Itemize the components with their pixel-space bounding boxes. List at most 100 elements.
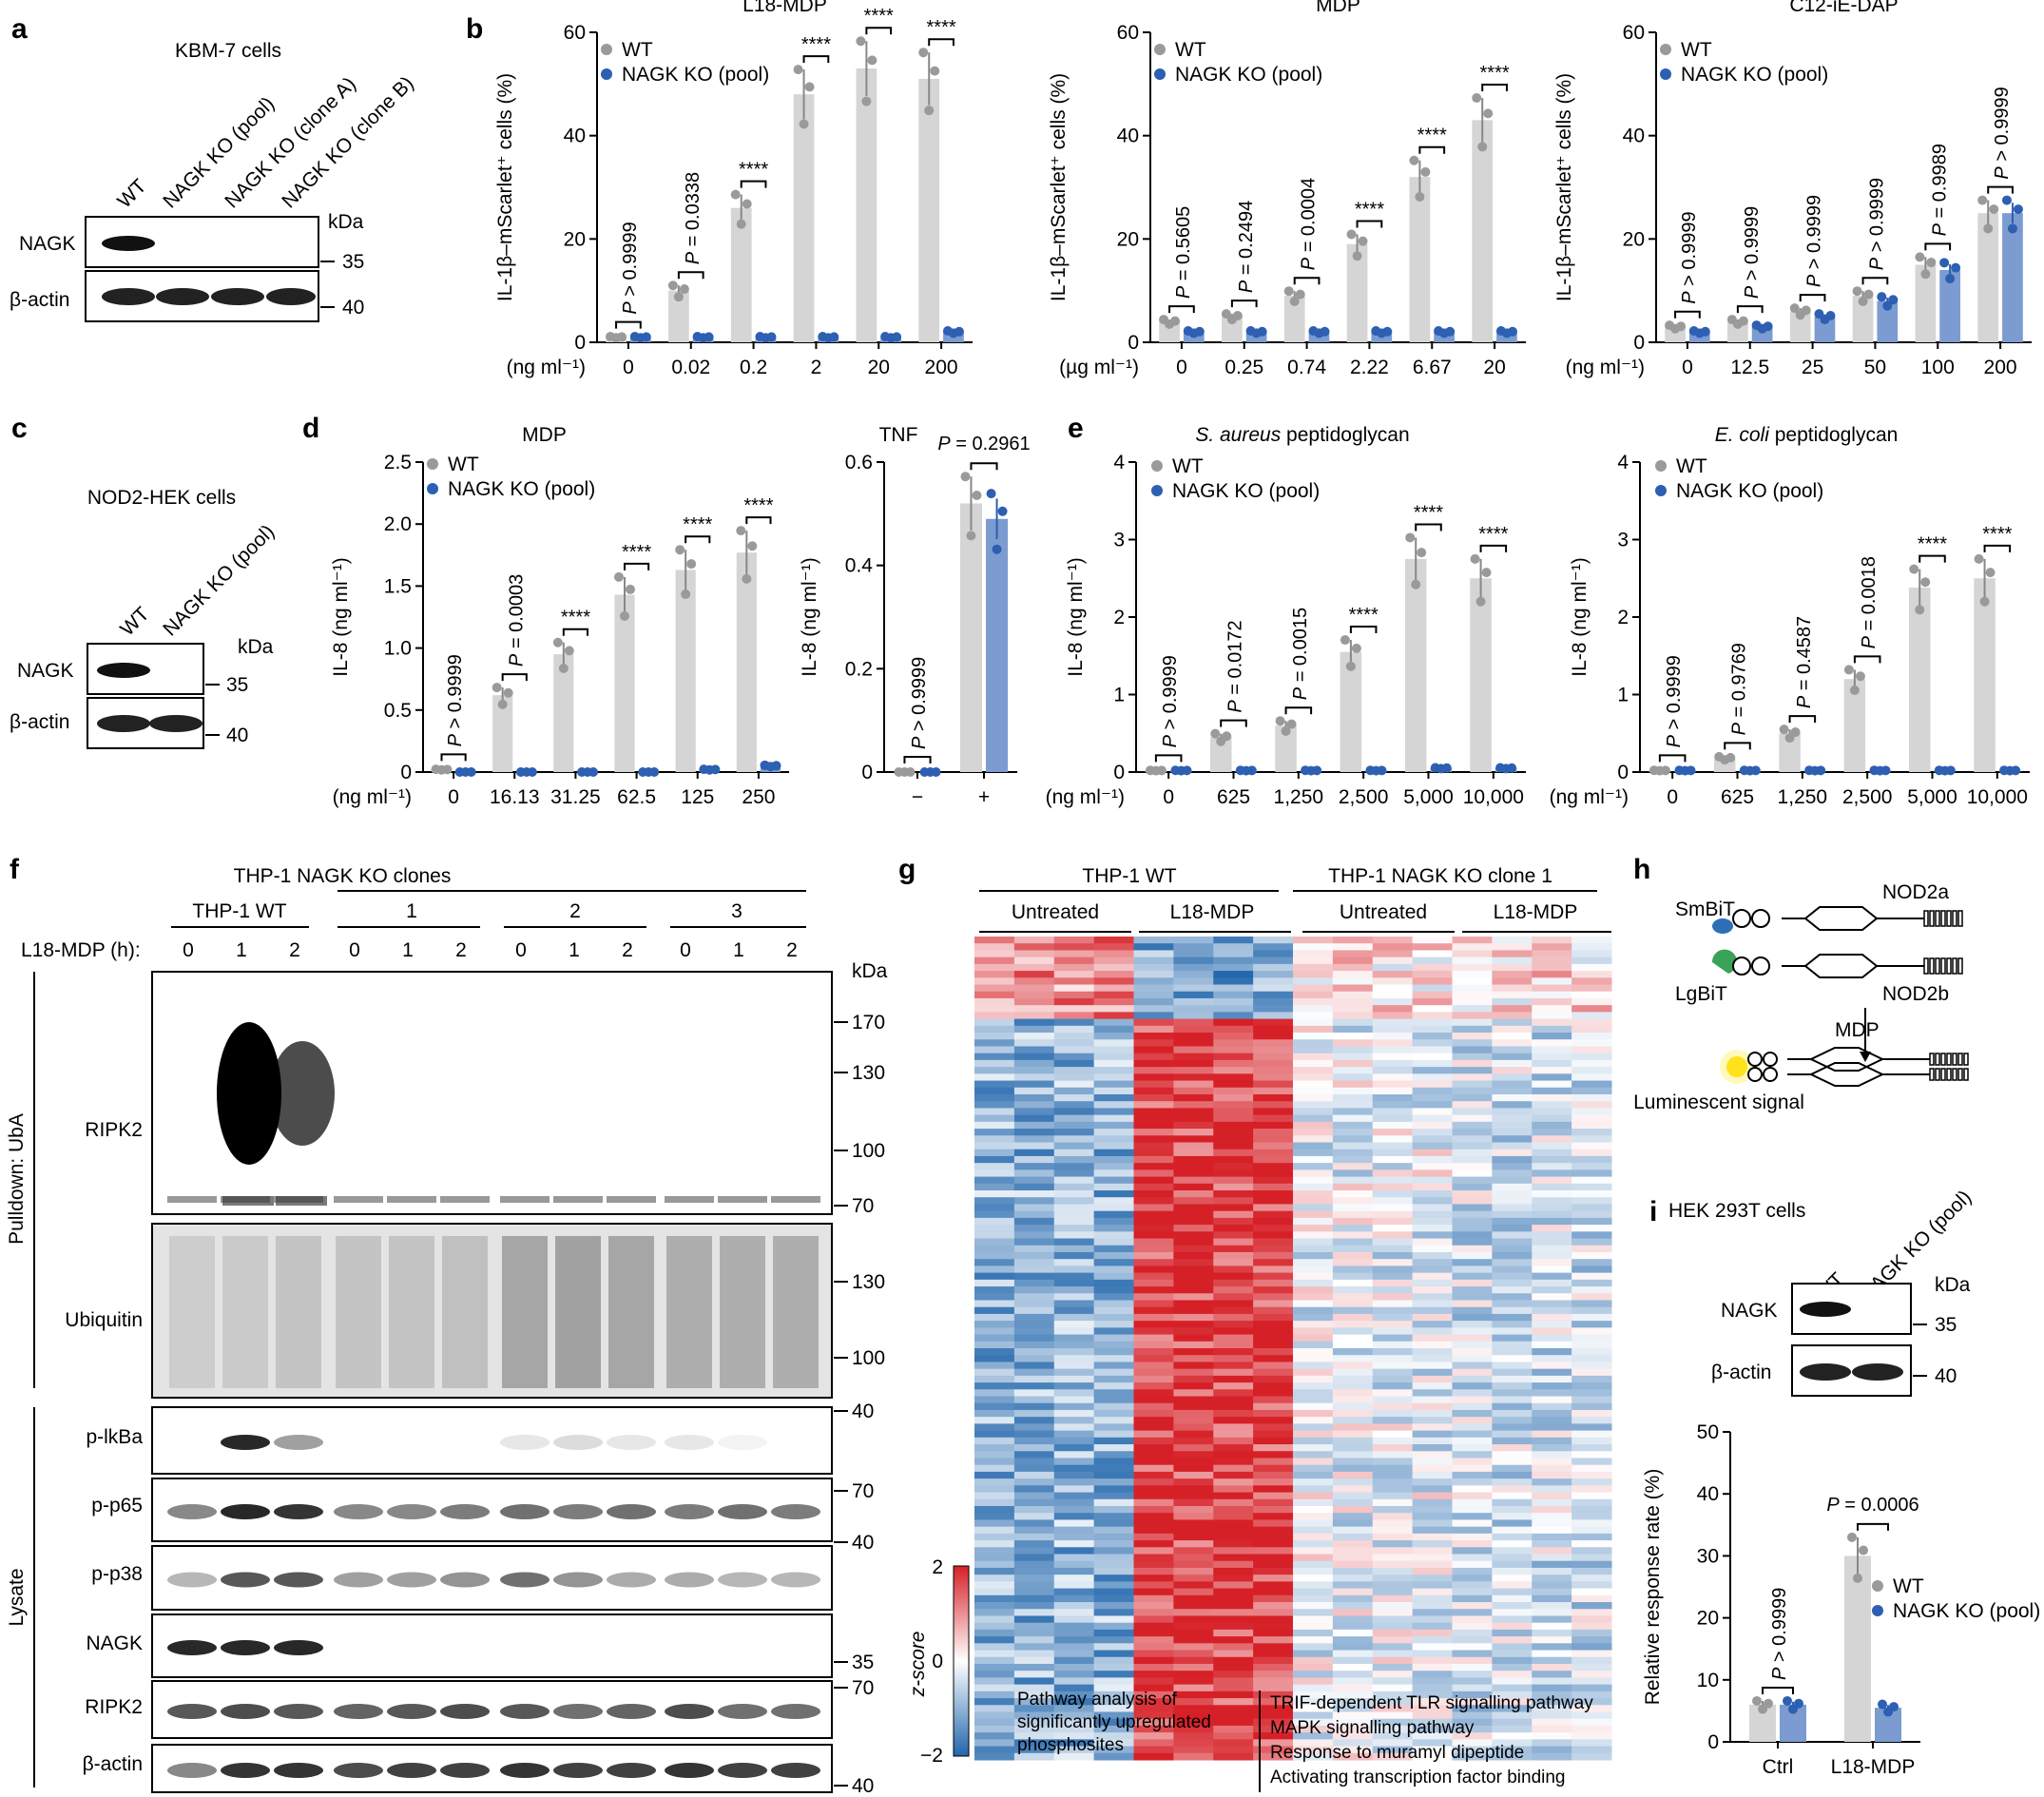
heatmap-cell (1452, 1663, 1493, 1671)
heatmap-cell (1133, 1389, 1174, 1398)
heatmap-cell (1372, 1251, 1414, 1260)
heatmap-cell (1452, 1711, 1493, 1720)
heatmap-cell (1293, 1245, 1334, 1253)
data-point-ko (2007, 223, 2017, 234)
heatmap-cell (1412, 1129, 1453, 1136)
heatmap-cell (1253, 1629, 1294, 1637)
heatmap-cell (1253, 1306, 1294, 1315)
heatmap-cell (1253, 1108, 1294, 1116)
blot-band (334, 1704, 383, 1719)
heatmap-cell (1013, 1656, 1055, 1665)
heatmap-cell (1572, 1691, 1612, 1699)
blot-band (387, 1704, 436, 1719)
blot-band (718, 1763, 767, 1778)
p-value-label: P = 0.0338 (683, 172, 704, 264)
heatmap-cell (1013, 1643, 1055, 1652)
heatmap-cell (1293, 943, 1334, 951)
y-tick-label: 40 (1117, 126, 1139, 147)
data-point-ko (1816, 765, 1826, 776)
heatmap-cell (1293, 991, 1334, 999)
heatmap-cell (1053, 1108, 1095, 1116)
heatmap-cell (1053, 1183, 1095, 1191)
heatmap-cell (1093, 1643, 1134, 1652)
heatmap-cell (1173, 1684, 1214, 1692)
heatmap-cell (1332, 1636, 1374, 1644)
heatmap-cell (1013, 1464, 1055, 1473)
heatmap-cell (1572, 1526, 1612, 1535)
p-rest: = 0.2961 (951, 434, 1031, 454)
heatmap-cell (1492, 1560, 1533, 1569)
heatmap-cell (1213, 1225, 1254, 1232)
heatmap-cell (1532, 1650, 1572, 1658)
heatmap-cell (1532, 1382, 1572, 1390)
heatmap-cell (1412, 1540, 1453, 1548)
heatmap-cell (1173, 1725, 1214, 1733)
heatmap-cell (1332, 1231, 1374, 1240)
marker-label: 100 (852, 1347, 885, 1369)
heatmap-cell (1532, 1059, 1572, 1068)
heatmap-cell (1053, 1498, 1095, 1507)
heatmap-cell (1013, 1485, 1055, 1494)
heatmap-cell (1093, 1306, 1134, 1315)
heatmap-cell (974, 1334, 1015, 1343)
heatmap-cell (1452, 1183, 1493, 1191)
heatmap-cell (1173, 1739, 1214, 1748)
heatmap-cell (1293, 1554, 1334, 1562)
significance-bracket (745, 516, 772, 525)
heatmap-cell (1053, 1093, 1095, 1102)
heatmap-cell (1492, 1142, 1533, 1150)
y-tick-label: 0 (1707, 1731, 1719, 1753)
heatmap-cell (1452, 1108, 1493, 1116)
x-tick-label: 6.67 (1413, 357, 1452, 378)
heatmap-cell (1053, 1718, 1095, 1727)
heatmap-cell (1532, 1259, 1572, 1266)
heatmap-cell (1173, 1691, 1214, 1699)
heatmap-cell (1213, 950, 1254, 958)
bar-wt (1209, 737, 1232, 772)
heatmap-cell (1053, 1114, 1095, 1123)
heatmap-cell (1213, 1142, 1254, 1150)
heatmap-cell (1053, 1197, 1095, 1205)
blot-i-kda: kDa (1935, 1274, 1971, 1296)
heatmap-cell (1013, 1087, 1055, 1095)
heatmap-cell (1572, 1451, 1612, 1459)
heatmap-cell (1572, 1671, 1612, 1678)
heatmap-cell (1492, 991, 1533, 999)
x-unit-label: (ng ml⁻¹) (507, 357, 586, 378)
heatmap-cell (1492, 1313, 1533, 1322)
legend-ko-label: NAGK KO (pool) (1681, 64, 1828, 86)
blot-a-lane-label: WT (113, 175, 150, 212)
heatmap-cell (1253, 1300, 1294, 1308)
y-tick-label: 0.4 (845, 555, 874, 577)
heatmap-cell (1372, 1266, 1414, 1274)
heatmap-cell (1332, 963, 1374, 972)
y-tick-label: 0.5 (384, 700, 412, 722)
blot-band (718, 1196, 767, 1203)
bar-ko (986, 518, 1009, 772)
blot-band (156, 288, 209, 305)
heatmap-cell (1093, 1033, 1134, 1040)
y-tick-label: 60 (1623, 22, 1645, 44)
heatmap-cell (1173, 1417, 1214, 1424)
heatmap-cell (1013, 1279, 1055, 1287)
heatmap-cell (1013, 1108, 1055, 1116)
heatmap-cell (1412, 1471, 1453, 1479)
marker-label: 40 (852, 1401, 874, 1422)
heatmap-cell (1173, 1121, 1214, 1130)
heatmap-cell (1013, 1458, 1055, 1466)
data-point-wt (742, 573, 752, 584)
bar-wt (668, 290, 689, 342)
heatmap-cell (1213, 1266, 1254, 1274)
heatmap-cell (1213, 1732, 1254, 1740)
heatmap-cell (1133, 1594, 1174, 1603)
data-point-wt (960, 472, 971, 482)
heatmap-cell (1452, 1437, 1493, 1445)
heatmap-cell (1013, 1093, 1055, 1102)
heatmap-cell (1133, 1409, 1174, 1418)
heatmap-cell (1253, 1183, 1294, 1191)
heatmap-cell (1412, 1245, 1453, 1253)
heatmap-cell (1013, 1519, 1055, 1528)
heatmap-cell (1133, 1355, 1174, 1362)
